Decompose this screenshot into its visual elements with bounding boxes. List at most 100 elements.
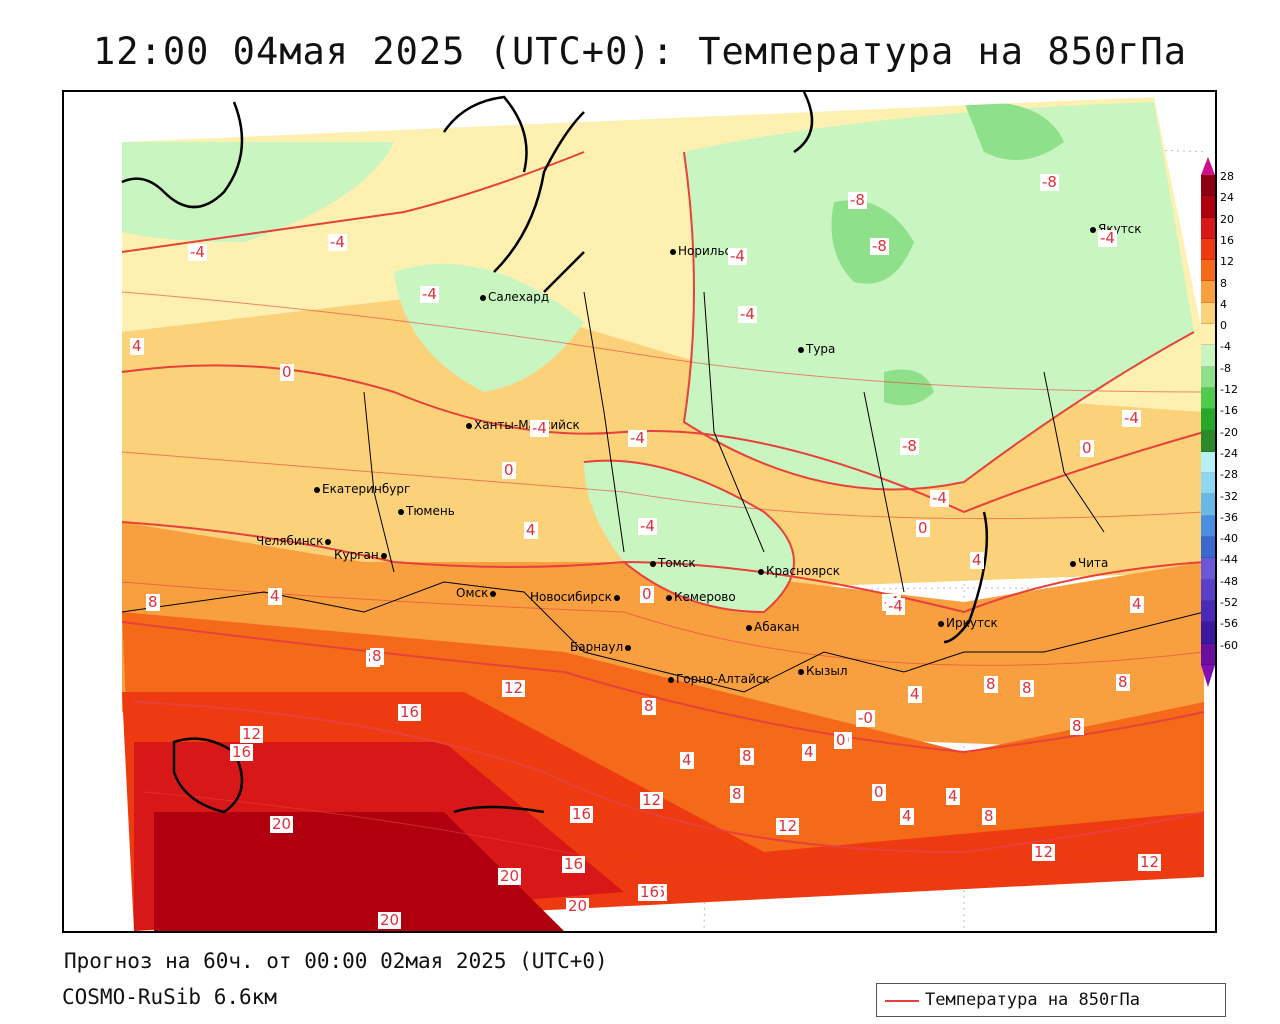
contour-label: -4 (420, 285, 439, 303)
city-marker (938, 620, 944, 627)
contour-label: -4 (738, 305, 757, 323)
chart-title: 12:00 04мая 2025 (UTC+0): Температура на… (93, 30, 1187, 73)
colorbar-tick-label: 20 (1220, 212, 1234, 226)
contour-label: 0 (872, 783, 886, 801)
colorbar-segment (1201, 579, 1215, 601)
colorbar-tick-label: -24 (1220, 446, 1238, 460)
contour-label: 12 (502, 679, 526, 697)
contour-label: 0 (834, 731, 848, 749)
city-kemerovo: Кемерово (666, 590, 736, 604)
colorbar-tick-label: 4 (1220, 297, 1227, 311)
city-omsk: Омск (456, 586, 498, 600)
colorbar-segment (1201, 537, 1215, 559)
legend: Температура на 850гПа (876, 983, 1226, 1017)
colorbar-segment (1201, 196, 1215, 218)
city-irkutsk: Иркутск (938, 616, 998, 630)
contour-label: 12 (776, 817, 800, 835)
colorbar-segment (1201, 558, 1215, 580)
colorbar-segment (1201, 217, 1215, 239)
colorbar-tick-label: -52 (1220, 596, 1238, 610)
colorbar-tick-label: -12 (1220, 383, 1238, 397)
contour-label: -4 (728, 247, 747, 265)
colorbar-segment (1201, 473, 1215, 495)
colorbar-segment (1201, 387, 1215, 410)
contour-label: 8 (740, 747, 754, 765)
contour-label: 0 (640, 585, 654, 603)
city-abakan: Абакан (746, 620, 799, 634)
model-name: COSMO-RuSib 6.6км (62, 985, 277, 1009)
colorbar-segment (1201, 600, 1215, 623)
contour-label: -4 (886, 597, 905, 615)
colorbar-tick-label: -32 (1220, 489, 1238, 503)
city-marker (480, 294, 486, 301)
colorbar-tick-label: -40 (1220, 532, 1238, 546)
temperature-field (64, 92, 1215, 931)
contour-label: 8 (146, 593, 160, 611)
contour-label: 16 (562, 855, 586, 873)
legend-line-swatch (885, 1000, 919, 1002)
contour-label: 12 (240, 725, 264, 743)
colorbar-tick-label: 28 (1220, 170, 1234, 183)
colorbar-segment (1201, 622, 1215, 644)
contour-label: -8 (848, 191, 867, 209)
colorbar-segment (1201, 430, 1215, 452)
colorbar-segment (1201, 345, 1215, 367)
contour-label: -4 (530, 419, 549, 437)
contour-label: 12 (640, 791, 664, 809)
colorbar-tick-label: -20 (1220, 425, 1238, 439)
contour-label: 4 (970, 551, 984, 569)
contour-label: 20 (270, 815, 294, 833)
colorbar-tick-label: -36 (1220, 510, 1238, 524)
contour-label: 8 (1070, 717, 1084, 735)
city-barnaul: Барнаул (570, 640, 633, 654)
contour-label: 4 (900, 807, 914, 825)
contour-label: 12 (1138, 853, 1162, 871)
city-tomsk: Томск (650, 556, 696, 570)
city-marker (746, 624, 752, 631)
colorbar-tick-label: -60 (1220, 638, 1238, 652)
contour-label: 8 (642, 697, 656, 715)
contour-label: -4 (930, 489, 949, 507)
colorbar-segment (1201, 366, 1215, 388)
city-khanty-mansiysk: Ханты-Мансийск (466, 418, 580, 432)
contour-label: -8 (900, 437, 919, 455)
city-marker (798, 668, 804, 675)
city-marker (613, 594, 620, 601)
city-norilsk: Норильск (670, 244, 738, 258)
contour-label: 8 (982, 807, 996, 825)
contour-label: 20 (498, 867, 522, 885)
contour-label: 4 (524, 521, 538, 539)
colorbar-segment (1201, 409, 1215, 431)
colorbar-top-arrow (1201, 157, 1215, 175)
city-gorno-altaysk: Горно-Алтайск (668, 672, 770, 686)
contour-label: 4 (268, 587, 282, 605)
contour-label: 16 (570, 805, 594, 823)
contour-label: 4 (1130, 595, 1144, 613)
colorbar-tick-label: -28 (1220, 468, 1238, 482)
city-kyzyl: Кызыл (798, 664, 848, 678)
forecast-map: Норильск Якутск Салехард Тура Ханты-Манс… (62, 90, 1217, 933)
contour-label: 20 (378, 911, 402, 929)
city-novosibirsk: Новосибирск (530, 590, 622, 604)
contour-label: -8 (870, 237, 889, 255)
contour-label: 8 (1020, 679, 1034, 697)
colorbar-tick-label: -8 (1220, 361, 1231, 375)
city-salekhard: Салехард (480, 290, 549, 304)
city-marker (666, 594, 672, 601)
contour-label: 4 (680, 751, 694, 769)
colorbar-segment (1201, 324, 1215, 346)
contour-label: 16 (398, 703, 422, 721)
colorbar-tick-label: -16 (1220, 404, 1238, 418)
contour-label: -0 (856, 709, 875, 727)
colorbar-segment (1201, 175, 1215, 197)
colorbar-segment (1201, 238, 1215, 261)
colorbar-tick-label: 16 (1220, 233, 1234, 247)
contour-label: -4 (328, 233, 347, 251)
contour-label: 8 (1116, 673, 1130, 691)
contour-label: -4 (628, 429, 647, 447)
colorbar-segment (1201, 643, 1215, 665)
city-tura: Тура (798, 342, 835, 356)
city-marker (650, 560, 656, 567)
forecast-info: Прогноз на 60ч. от 00:00 02мая 2025 (UTC… (64, 949, 608, 973)
contour-label: 4 (946, 787, 960, 805)
